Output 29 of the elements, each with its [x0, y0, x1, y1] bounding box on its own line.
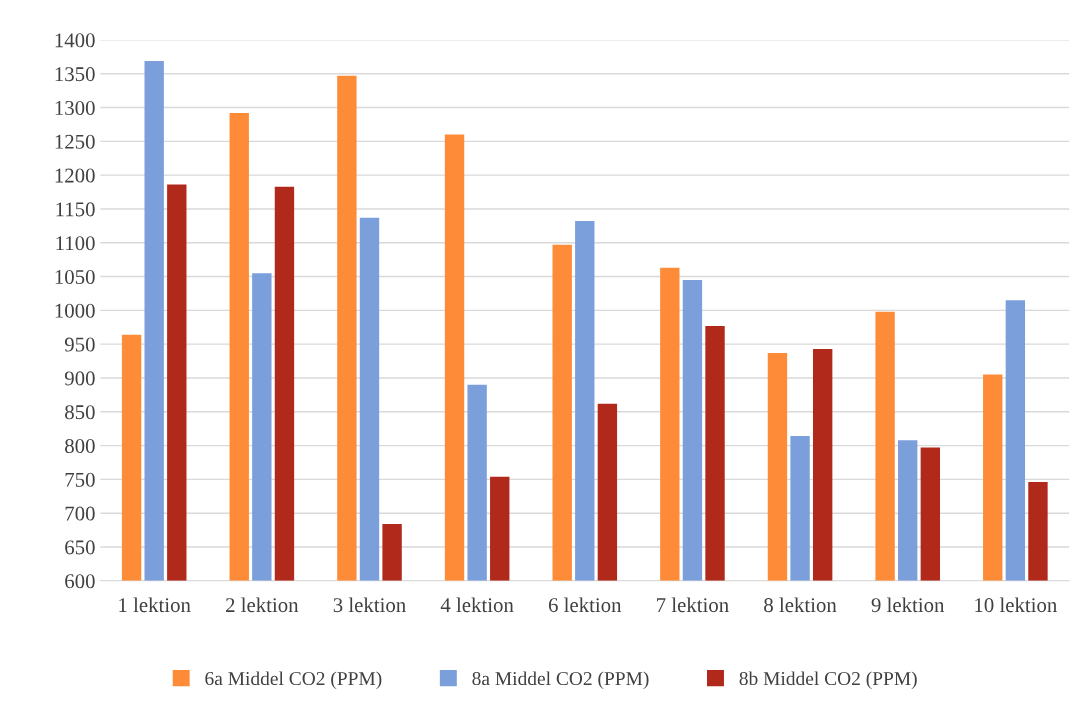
y-tick-label: 750	[65, 472, 95, 487]
y-tick-label: 600	[65, 574, 95, 589]
x-tick-label: 1 lektion	[119, 597, 191, 613]
x-tick-label: 4 lektion	[440, 597, 514, 613]
legend-label: 6a Middel CO2 (PPM)	[205, 671, 382, 690]
x-tick-label: 6 lektion	[548, 597, 622, 613]
y-tick-label: 1150	[56, 202, 95, 217]
x-tick-label: 10 lektion	[975, 597, 1057, 613]
y-tick-label: 1250	[55, 134, 95, 149]
y-tick-label: 1400	[55, 33, 95, 48]
y-tick-label: 700	[65, 506, 95, 521]
y-tick-label: 900	[64, 371, 95, 386]
y-tick-label: 650	[65, 540, 95, 555]
x-tick-label: 7 lektion	[657, 597, 729, 613]
y-tick-label: 1000	[55, 303, 95, 318]
y-tick-label: 1200	[55, 168, 95, 183]
y-tick-label: 850	[65, 405, 95, 420]
y-tick-label: 950	[64, 337, 95, 352]
y-tick-label: 800	[65, 438, 95, 454]
x-tick-label: 2 lektion	[226, 597, 299, 613]
x-tick-label: 8 lektion	[764, 597, 837, 613]
x-tick-label: 3 lektion	[333, 597, 406, 613]
x-tick-label: 9 lektion	[871, 597, 945, 613]
legend-label: 8b Middel CO2 (PPM)	[739, 671, 917, 690]
y-tick-label: 1300	[55, 100, 95, 115]
y-tick-label: 1100	[56, 236, 95, 251]
legend-label: 8a Middel CO2 (PPM)	[472, 671, 649, 690]
y-tick-label: 1050	[55, 269, 95, 284]
y-tick-label: 1350	[55, 67, 95, 82]
